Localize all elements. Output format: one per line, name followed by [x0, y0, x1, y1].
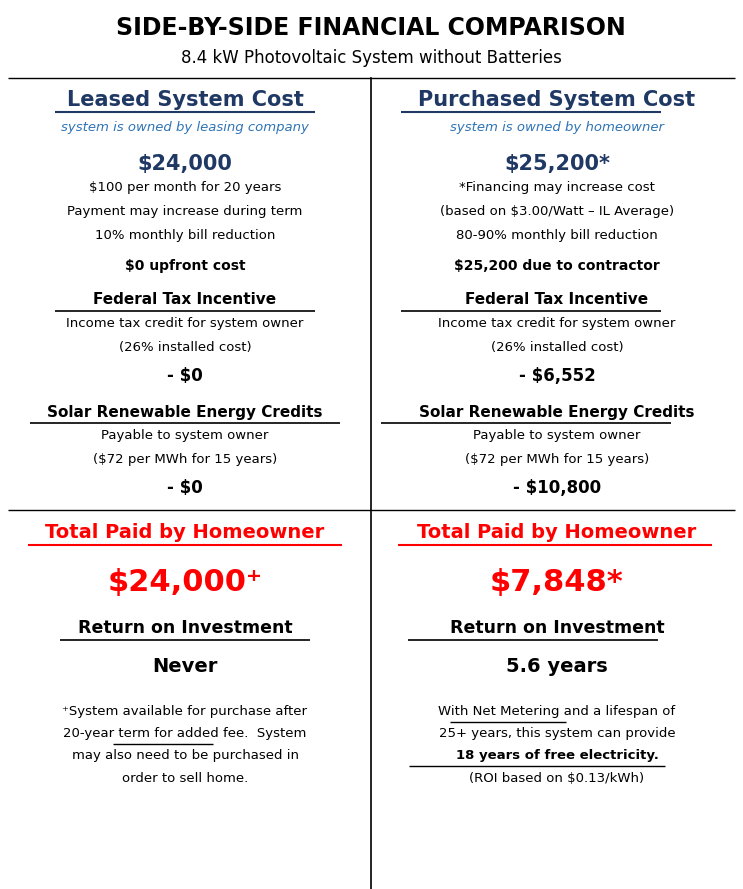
Text: 25+ years, this system can provide: 25+ years, this system can provide — [438, 727, 675, 741]
Text: (26% installed cost): (26% installed cost) — [119, 341, 251, 355]
Text: $24,000: $24,000 — [137, 154, 233, 174]
Text: (ROI based on $0.13/kWh): (ROI based on $0.13/kWh) — [470, 772, 645, 784]
Text: 18 years of free electricity.: 18 years of free electricity. — [455, 749, 658, 763]
Text: Solar Renewable Energy Credits: Solar Renewable Energy Credits — [48, 404, 322, 420]
Text: Federal Tax Incentive: Federal Tax Incentive — [465, 292, 649, 308]
Text: 80-90% monthly bill reduction: 80-90% monthly bill reduction — [456, 229, 658, 243]
Text: Payable to system owner: Payable to system owner — [473, 429, 640, 443]
Text: 8.4 kW Photovoltaic System without Batteries: 8.4 kW Photovoltaic System without Batte… — [181, 49, 562, 67]
Text: $25,200 due to contractor: $25,200 due to contractor — [454, 259, 660, 273]
Text: 20-year term for added fee.  System: 20-year term for added fee. System — [63, 727, 307, 741]
Text: - $10,800: - $10,800 — [513, 479, 601, 497]
Text: $100 per month for 20 years: $100 per month for 20 years — [89, 181, 281, 195]
Text: ⁺System available for purchase after: ⁺System available for purchase after — [62, 706, 308, 718]
Text: With Net Metering and a lifespan of: With Net Metering and a lifespan of — [438, 706, 675, 718]
Text: Payable to system owner: Payable to system owner — [101, 429, 269, 443]
Text: Purchased System Cost: Purchased System Cost — [418, 90, 695, 110]
Text: Return on Investment: Return on Investment — [450, 619, 664, 637]
Text: Return on Investment: Return on Investment — [78, 619, 292, 637]
Text: (based on $3.00/Watt – IL Average): (based on $3.00/Watt – IL Average) — [440, 205, 674, 219]
Text: Leased System Cost: Leased System Cost — [67, 90, 303, 110]
Text: ($72 per MWh for 15 years): ($72 per MWh for 15 years) — [465, 453, 649, 467]
Text: $0 upfront cost: $0 upfront cost — [125, 259, 245, 273]
Text: 10% monthly bill reduction: 10% monthly bill reduction — [95, 229, 275, 243]
Text: - $0: - $0 — [167, 479, 203, 497]
Text: 5.6 years: 5.6 years — [506, 656, 608, 676]
Text: Income tax credit for system owner: Income tax credit for system owner — [438, 317, 675, 331]
Text: Total Paid by Homeowner: Total Paid by Homeowner — [418, 523, 697, 541]
Text: ($72 per MWh for 15 years): ($72 per MWh for 15 years) — [93, 453, 277, 467]
Text: system is owned by leasing company: system is owned by leasing company — [61, 122, 309, 134]
Text: order to sell home.: order to sell home. — [122, 772, 248, 784]
Text: Federal Tax Incentive: Federal Tax Incentive — [94, 292, 276, 308]
Text: Total Paid by Homeowner: Total Paid by Homeowner — [45, 523, 325, 541]
Text: may also need to be purchased in: may also need to be purchased in — [71, 749, 299, 763]
Text: - $0: - $0 — [167, 367, 203, 385]
Text: $7,848*: $7,848* — [490, 567, 624, 597]
Text: $24,000⁺: $24,000⁺ — [108, 567, 262, 597]
Text: Income tax credit for system owner: Income tax credit for system owner — [66, 317, 304, 331]
Text: Never: Never — [152, 656, 218, 676]
Text: SIDE-BY-SIDE FINANCIAL COMPARISON: SIDE-BY-SIDE FINANCIAL COMPARISON — [116, 16, 626, 40]
Text: Solar Renewable Energy Credits: Solar Renewable Energy Credits — [419, 404, 695, 420]
Text: $25,200*: $25,200* — [504, 154, 610, 174]
Text: (26% installed cost): (26% installed cost) — [490, 341, 623, 355]
Text: system is owned by homeowner: system is owned by homeowner — [450, 122, 664, 134]
Text: Payment may increase during term: Payment may increase during term — [68, 205, 302, 219]
Text: - $6,552: - $6,552 — [519, 367, 595, 385]
Text: *Financing may increase cost: *Financing may increase cost — [459, 181, 655, 195]
